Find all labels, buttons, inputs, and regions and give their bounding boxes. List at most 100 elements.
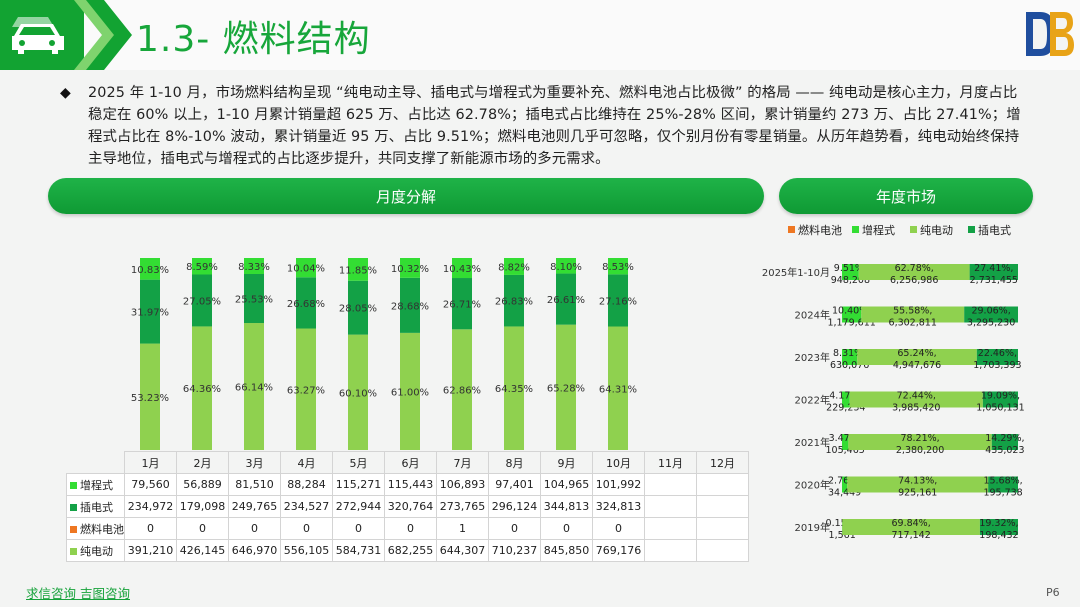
- bar-segment-纯电动: [140, 343, 160, 450]
- year-value-label: 2,380,200: [896, 445, 944, 456]
- year-bar-segment-插电式: [982, 391, 1018, 408]
- bar-segment-插电式: [608, 274, 628, 327]
- table-cell: 0: [280, 517, 333, 540]
- year-pct-label: 22.46%,: [978, 348, 1017, 359]
- bar-segment-增程式: [452, 258, 472, 279]
- bar-pct-label: 10.83%: [131, 265, 169, 276]
- table-cell: [696, 539, 749, 562]
- bar-pct-label: 26.83%: [495, 297, 533, 308]
- year-pct-label: 74.13%,: [898, 476, 937, 487]
- bar-pct-label: 10.04%: [287, 264, 325, 275]
- bar-segment-增程式: [296, 258, 316, 278]
- bar-pct-label: 61.00%: [391, 387, 429, 398]
- year-bar-segment-插电式: [979, 519, 1018, 535]
- bar-pct-label: 26.68%: [287, 299, 325, 310]
- table-cell: 644,307: [436, 539, 489, 562]
- year-bar-segment-增程式: [842, 264, 859, 280]
- year-pct-label: 78.21%,: [900, 433, 939, 444]
- year-bar-segment-增程式: [842, 349, 858, 365]
- bar-pct-label: 65.28%: [547, 383, 585, 394]
- legend-swatch: [70, 481, 77, 489]
- year-pct-label: 4.17%,: [829, 391, 862, 402]
- table-cell: 0: [488, 517, 541, 540]
- bar-segment-插电式: [556, 273, 576, 325]
- table-cell: 426,145: [176, 539, 229, 562]
- legend-label: 燃料电池: [798, 223, 842, 237]
- bar-segment-增程式: [504, 258, 524, 275]
- table-month-header: 7月: [436, 451, 489, 474]
- table-series-label: 纯电动: [66, 539, 125, 562]
- table-cell: 682,255: [384, 539, 437, 562]
- year-value-label: 2,731,455: [970, 275, 1018, 286]
- bar-pct-label: 27.16%: [599, 296, 637, 307]
- table-cell: 97,401: [488, 473, 541, 496]
- table-month-header: 2月: [176, 451, 229, 474]
- bar-pct-label: 8.82%: [498, 262, 530, 273]
- bar-pct-label: 27.05%: [183, 296, 221, 307]
- year-value-label: 925,161: [898, 488, 937, 499]
- year-category-label: 2022年: [795, 394, 830, 407]
- table-cell: 101,992: [592, 473, 645, 496]
- bar-pct-label: 8.53%: [602, 262, 634, 273]
- year-pct-label: 10.40%,: [832, 306, 871, 317]
- year-bar-segment-插电式: [991, 434, 1018, 450]
- table-cell: 584,731: [332, 539, 385, 562]
- table-month-header: 5月: [332, 451, 385, 474]
- table-cell: 179,098: [176, 495, 229, 518]
- page-number: P6: [1046, 586, 1060, 599]
- table-cell: 115,443: [384, 473, 437, 496]
- bar-segment-纯电动: [348, 334, 368, 450]
- table-cell: 769,176: [592, 539, 645, 562]
- table-cell: 0: [384, 517, 437, 540]
- year-value-label: 105,465: [826, 445, 865, 456]
- table-cell: 320,764: [384, 495, 437, 518]
- table-row: 插电式 234,972 179,098 249,765 234,527 272,944 32…: [66, 495, 749, 518]
- monthly-data-table: 1月 2月 3月 4月 5月 6月 7月 8月 9月 10月 11月 12月 增程式 79,560 56,8…: [66, 451, 749, 562]
- table-cell: 646,970: [228, 539, 281, 562]
- year-value-label: 435,023: [985, 445, 1024, 456]
- year-pct-label: 0.15%,: [826, 518, 859, 529]
- table-month-header: 4月: [280, 451, 333, 474]
- bar-pct-label: 28.05%: [339, 304, 377, 315]
- bar-segment-插电式: [244, 273, 264, 324]
- footer-brand[interactable]: 求信咨询 吉图咨询: [26, 586, 130, 601]
- year-value-label: 948,208: [831, 275, 870, 286]
- table-month-header: 1月: [124, 451, 177, 474]
- year-category-label: 2025年1-10月: [762, 266, 830, 279]
- year-value-label: 1,561: [829, 530, 856, 541]
- bar-segment-纯电动: [244, 323, 264, 450]
- year-bar-segment-纯电动: [861, 306, 965, 323]
- year-value-label: 6,302,811: [889, 318, 937, 329]
- year-bar-segment-增程式: [842, 476, 848, 493]
- summary-bullet: ◆: [60, 85, 71, 101]
- table-cell: 81,510: [228, 473, 281, 496]
- table-cell: 56,889: [176, 473, 229, 496]
- car-icon: [12, 17, 64, 54]
- monthly-section-header: 月度分解: [48, 178, 764, 214]
- year-pct-label: 2.76%,: [828, 476, 861, 487]
- table-cell: 556,105: [280, 539, 333, 562]
- legend-swatch: [788, 226, 795, 233]
- table-month-header: 3月: [228, 451, 281, 474]
- bar-pct-label: 8.59%: [186, 262, 218, 273]
- header-band: [0, 0, 1080, 70]
- table-cell: 115,271: [332, 473, 385, 496]
- table-cell: [644, 517, 697, 540]
- table-row: 增程式 79,560 56,889 81,510 88,284 115,271 115,44…: [66, 473, 749, 496]
- legend-swatch: [910, 226, 917, 233]
- table-month-header: 8月: [488, 451, 541, 474]
- year-category-label: 2021年: [795, 436, 830, 449]
- bar-pct-label: 28.68%: [391, 301, 429, 312]
- summary-text: 2025 年 1-10 月，市场燃料结构呈现 “纯电动主导、插电式与增程式为重要…: [88, 85, 1021, 167]
- year-pct-label: 3.47%,: [829, 433, 862, 444]
- year-bar-segment-增程式: [842, 391, 850, 408]
- table-cell: 344,813: [540, 495, 593, 518]
- table-cell: [644, 473, 697, 496]
- year-category-label: 2024年: [795, 309, 830, 322]
- year-pct-label: 14.29%,: [985, 433, 1024, 444]
- table-cell: [696, 473, 749, 496]
- table-cell: 104,965: [540, 473, 593, 496]
- table-cell: 710,237: [488, 539, 541, 562]
- table-cell: [644, 495, 697, 518]
- bar-segment-增程式: [556, 258, 576, 274]
